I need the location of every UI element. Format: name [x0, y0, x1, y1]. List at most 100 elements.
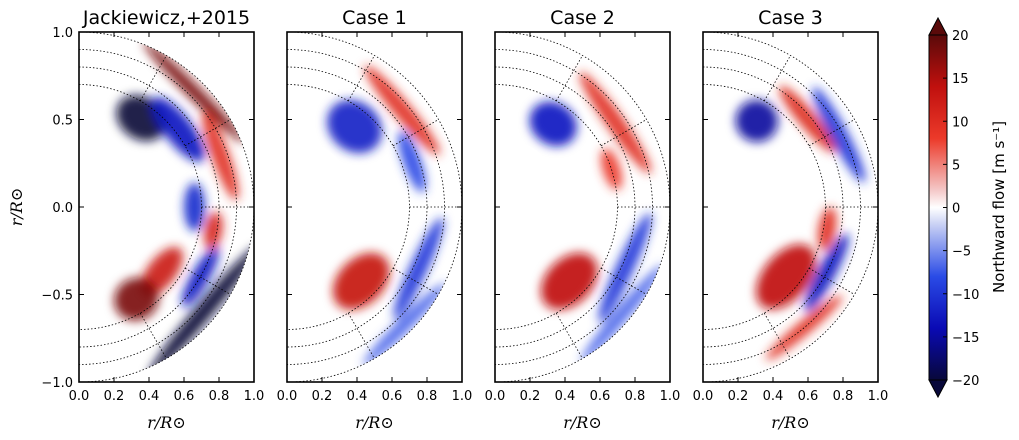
plot-area [495, 32, 670, 382]
flow-cell [756, 244, 817, 310]
flow-cell [143, 41, 245, 143]
flow-cell [202, 110, 239, 201]
radius-arc [286, 84, 410, 330]
panel-title: Case 3 [758, 7, 823, 29]
panel-3: Case 2 0.0 0.2 0.4 0.6 0.8 1.0 r/R⊙ [485, 7, 681, 432]
radius-arc [702, 31, 879, 383]
colorbar-tick-label: 10 [952, 115, 969, 130]
radius-arc [702, 84, 826, 330]
x-tick-label: 0.4 [555, 389, 576, 404]
x-axis-label: r/R⊙ [771, 413, 810, 432]
x-tick-label: 0.2 [520, 389, 541, 404]
x-tick-label: 0.0 [69, 389, 90, 404]
flow-cell [393, 217, 444, 320]
colorbar-label: Northward flow [m s⁻¹] [990, 121, 1008, 293]
x-tick-label: 0.2 [728, 389, 749, 404]
panel-4: Case 3 0.0 0.2 0.4 0.6 0.8 1.0 r/R⊙ [693, 7, 889, 432]
x-tick-label: 0.6 [382, 389, 403, 404]
flow-cell [148, 246, 254, 378]
colorbar-bottom-arrow [928, 379, 948, 399]
y-tick-label: −0.5 [41, 289, 73, 304]
flow-cell [114, 277, 159, 321]
x-tick-label: 0.6 [174, 389, 195, 404]
colorbar-tick-label: −15 [952, 331, 979, 346]
x-tick-label: 0.8 [209, 389, 230, 404]
radius-arc [494, 66, 636, 348]
flow-cell [327, 99, 382, 154]
y-tick-label: 1.0 [52, 26, 73, 41]
flow-cell [332, 252, 390, 310]
x-tick-label: 1.0 [452, 389, 473, 404]
colorbar-tick-label: 5 [952, 158, 960, 173]
colorbar-tick-label: −20 [952, 374, 979, 389]
x-tick-label: 0.0 [485, 389, 506, 404]
x-tick-label: 0.6 [590, 389, 611, 404]
radius-arc [494, 31, 671, 383]
flow-cell [204, 211, 223, 250]
flow-cell [151, 97, 206, 162]
x-tick-label: 0.8 [625, 389, 646, 404]
x-tick-label: 0.0 [693, 389, 714, 404]
radius-arc [78, 66, 220, 348]
flow-cell [398, 130, 426, 193]
x-tick-label: 0.8 [417, 389, 438, 404]
x-axis-label: r/R⊙ [355, 413, 394, 432]
grid-lines [286, 31, 463, 383]
flow-cell [812, 87, 866, 183]
plot-area [703, 32, 878, 382]
flow-cell [364, 65, 441, 155]
plot-area [79, 32, 254, 382]
y-tick-label: −1.0 [41, 376, 73, 391]
flow-cell [579, 71, 652, 174]
colorbar-tick-label: 15 [952, 72, 969, 87]
y-axis-label: r/R⊙ [7, 188, 26, 227]
panel-title: Case 2 [550, 7, 615, 29]
x-tick-label: 1.0 [868, 389, 889, 404]
flow-cell [363, 283, 446, 366]
colorbar-tick-label: −10 [952, 288, 979, 303]
radius-arc [702, 66, 844, 348]
grid-lines [494, 31, 671, 383]
x-tick-label: 0.6 [798, 389, 819, 404]
flow-cell [598, 213, 652, 323]
x-tick-label: 0.0 [277, 389, 298, 404]
panel-2: Case 1 0.0 0.2 0.4 0.6 0.8 1.0 r/R⊙ [277, 7, 473, 432]
x-tick-label: 0.2 [104, 389, 125, 404]
flow-cell [779, 85, 836, 153]
radius-arc [286, 31, 463, 383]
x-tick-label: 0.8 [833, 389, 854, 404]
grid-lines [702, 31, 879, 383]
flow-cell [580, 264, 664, 363]
colorbar-top-arrow [928, 16, 948, 36]
x-axis-label: r/R⊙ [147, 413, 186, 432]
flow-cell [529, 101, 577, 147]
grid-lines [78, 31, 255, 383]
x-tick-label: 0.4 [763, 389, 784, 404]
flow-cell [817, 207, 837, 251]
colorbar-tick-label: 0 [952, 202, 960, 217]
radius-arc [78, 31, 255, 383]
x-axis-label: r/R⊙ [563, 413, 602, 432]
panel-title: Case 1 [342, 7, 407, 29]
radius-arc [78, 84, 202, 330]
x-tick-label: 0.2 [312, 389, 333, 404]
panel-title: Jackiewicz,+2015 [82, 7, 250, 29]
flow-cell [766, 295, 843, 360]
y-tick-label: 0.0 [52, 201, 73, 216]
colorbar: 20 15 10 5 0 −5 −10 −15 −20 Northward flow [m s⁻… [928, 16, 1008, 399]
radius-arc [286, 66, 428, 348]
panel-1: Jackiewicz,+2015 0.0 0.2 0.4 0.6 0.8 1.0 1.0 0.5… [41, 7, 265, 432]
x-tick-label: 1.0 [660, 389, 681, 404]
x-tick-label: 0.4 [347, 389, 368, 404]
x-tick-label: 1.0 [244, 389, 265, 404]
colorbar-tick-label: −5 [952, 245, 971, 260]
y-tick-label: 0.5 [52, 114, 73, 129]
colorbar-tick-label: 20 [952, 29, 969, 44]
flow-cell [600, 148, 623, 190]
radius-arc [494, 84, 618, 330]
flow-cell [184, 182, 205, 232]
plot-area [287, 32, 462, 382]
x-tick-label: 0.4 [139, 389, 160, 404]
flow-cell [540, 252, 598, 310]
